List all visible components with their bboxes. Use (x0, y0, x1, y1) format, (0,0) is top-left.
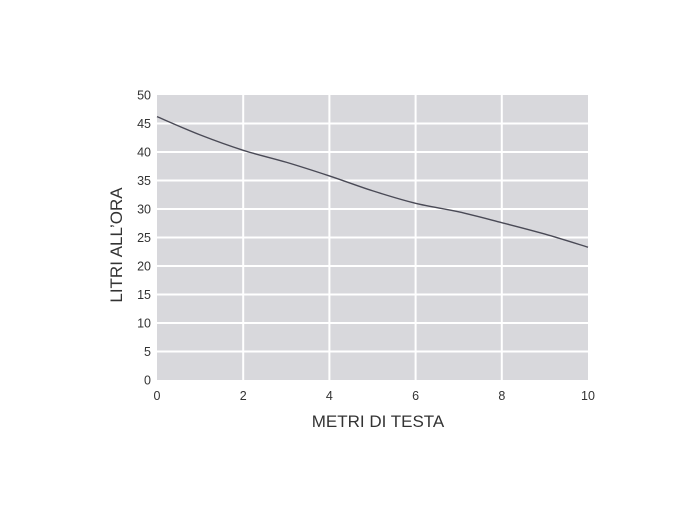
y-tick-label: 35 (137, 174, 151, 188)
y-tick-label: 20 (137, 260, 151, 274)
x-axis-label: METRI DI TESTA (312, 412, 445, 431)
x-tick-label: 0 (154, 389, 161, 403)
y-tick-labels: 0 5 10 15 20 25 30 35 40 45 50 (137, 89, 151, 388)
y-tick-label: 30 (137, 203, 151, 217)
y-tick-label: 0 (144, 374, 151, 388)
y-tick-label: 45 (137, 117, 151, 131)
x-tick-label: 8 (498, 389, 505, 403)
grid-lines (157, 95, 588, 380)
x-tick-label: 10 (581, 389, 595, 403)
y-tick-label: 10 (137, 317, 151, 331)
series-group (156, 116, 589, 248)
y-tick-label: 50 (137, 89, 151, 103)
y-tick-label: 40 (137, 146, 151, 160)
x-tick-label: 4 (326, 389, 333, 403)
x-tick-label: 2 (240, 389, 247, 403)
y-axis-label: LITRI ALL’ORA (107, 187, 126, 303)
x-tick-label: 6 (412, 389, 419, 403)
series-line (156, 116, 589, 248)
x-tick-labels: 0 2 4 6 8 10 (154, 389, 595, 403)
y-tick-label: 15 (137, 288, 151, 302)
y-tick-label: 25 (137, 231, 151, 245)
y-tick-label: 5 (144, 345, 151, 359)
